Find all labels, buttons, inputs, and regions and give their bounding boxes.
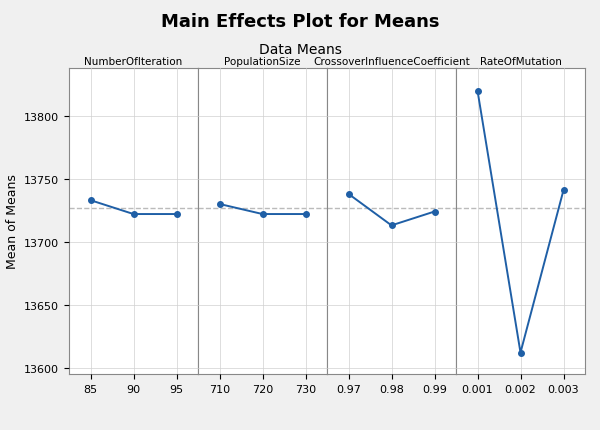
- Text: Data Means: Data Means: [259, 43, 341, 57]
- Title: NumberOfIteration: NumberOfIteration: [85, 57, 182, 67]
- Title: RateOfMutation: RateOfMutation: [479, 57, 562, 67]
- Title: CrossoverInfluenceCoefficient: CrossoverInfluenceCoefficient: [313, 57, 470, 67]
- Text: Main Effects Plot for Means: Main Effects Plot for Means: [161, 13, 439, 31]
- Y-axis label: Mean of Means: Mean of Means: [5, 174, 19, 269]
- Title: PopulationSize: PopulationSize: [224, 57, 301, 67]
